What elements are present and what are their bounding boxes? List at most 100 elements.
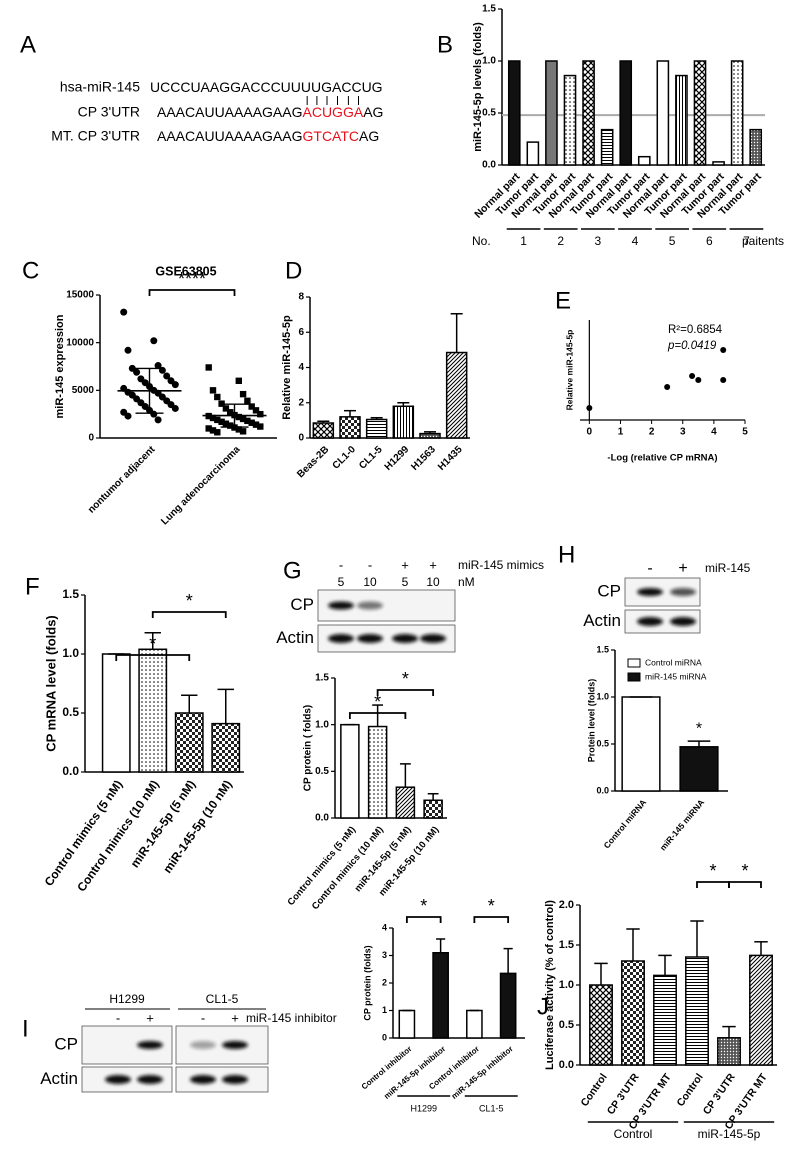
y-tick-label: 2.0 [559, 899, 574, 911]
y-tick-label: 0.5 [482, 108, 496, 119]
blot-header-label: miR-145 inhibitor [246, 1011, 337, 1025]
bar [526, 141, 540, 166]
significance-label: * [186, 591, 193, 611]
sequence-segment: AAACAUUAAAAGAAG [157, 128, 303, 144]
blot-band [328, 634, 354, 643]
data-point [120, 308, 128, 316]
x-tick-label: miR-145-5p inhibitor [450, 1044, 515, 1101]
y-tick-label: 15000 [66, 290, 94, 301]
y-tick-label: 0.0 [596, 785, 609, 795]
blot-header: + [678, 560, 687, 577]
data-point [124, 346, 132, 354]
cell-line-label: H1299 [109, 992, 145, 1006]
y-axis-label: Luciferase activity (% of control) [544, 900, 556, 1070]
bar [340, 723, 360, 819]
group-prefix: No. [472, 234, 491, 248]
data-point [252, 421, 260, 428]
blot-header: 5 [338, 575, 345, 589]
y-tick-label: 1.0 [482, 56, 496, 67]
blot-band [670, 617, 696, 626]
blot-band [222, 1075, 248, 1084]
bar [619, 60, 633, 166]
panel-letter: F [25, 573, 40, 600]
x-tick-label: miR-145-5p inhibitor [382, 1044, 447, 1101]
y-axis-label: miR-145 expression [54, 314, 66, 418]
x-tick-label: miR-145 miRNA [658, 797, 707, 852]
y-tick-label: 1.5 [482, 4, 496, 15]
data-point [214, 429, 221, 436]
blot-band [420, 634, 446, 643]
group-label: 5 [669, 234, 676, 248]
x-tick-label: H1435 [436, 444, 465, 473]
y-tick-label: 0 [88, 433, 94, 444]
sequence-segment: UCCCUAAGGACCCUUUUGACCUG [150, 79, 383, 95]
bar [445, 351, 468, 439]
data-point [664, 384, 671, 390]
panel-letter: A [20, 31, 36, 58]
group-label: 7 [743, 234, 750, 248]
bar [507, 60, 521, 166]
blot-row-label: CP [290, 595, 314, 614]
x-tick-label: miR-145-5p (10 nM) [160, 778, 235, 876]
panel-letter: E [555, 287, 571, 314]
y-tick-label: 1.0 [62, 646, 79, 660]
group-label: 3 [595, 234, 602, 248]
y-tick-label: 1.0 [596, 691, 609, 701]
data-point [235, 377, 242, 384]
significance-bracket [148, 289, 236, 296]
sequence-label: MT. CP 3'UTR [51, 128, 140, 144]
y-tick-label: 0.0 [315, 813, 329, 824]
significance-label: * [402, 669, 409, 689]
bar [545, 60, 558, 166]
x-tick-label: Control [578, 1071, 609, 1109]
x-tick-label: Beas-2B [295, 444, 331, 480]
y-axis-label: CP protein (folds) [362, 945, 372, 1020]
sequence-label: CP 3'UTR [78, 104, 140, 120]
x-tick-label: 0 [587, 427, 593, 438]
bar [365, 418, 388, 439]
data-point [239, 428, 247, 435]
significance-bracket [376, 689, 435, 696]
data-point [150, 337, 158, 345]
bar [432, 952, 449, 1039]
panel-letter: G [283, 557, 302, 584]
x-tick-label: miR-145-5p (5 nM) [128, 778, 199, 871]
sequence-segment: AG [363, 104, 383, 120]
significance-bracket [405, 916, 442, 923]
significance-bracket [728, 881, 762, 888]
bar [367, 725, 388, 819]
data-point [163, 372, 171, 380]
group-label: H1299 [410, 1103, 437, 1113]
data-point [171, 381, 179, 389]
y-tick-label: 1.5 [315, 673, 329, 684]
sequence: AAACAUUAAAAGAAGGTCATCAG [157, 128, 379, 144]
y-axis-label: Protein level (folds) [586, 679, 596, 763]
bar [656, 60, 670, 166]
blot-band [328, 601, 354, 610]
data-point [209, 387, 217, 394]
y-axis-label: Relative miR-145-5p [281, 315, 293, 420]
data-point [239, 390, 247, 398]
significance-label: * [420, 896, 427, 916]
data-point [720, 377, 727, 383]
significance-label: * [709, 861, 716, 881]
bar [730, 60, 744, 166]
y-tick-label: 1.0 [315, 719, 329, 730]
blot-row-label: Actin [40, 1069, 78, 1088]
annotation: p=0.0419 [667, 340, 717, 352]
group-label: miR-145-5p [698, 1127, 761, 1141]
data-point [209, 427, 217, 434]
panel-letter: I [22, 1015, 29, 1042]
panel-letter: B [437, 31, 453, 58]
group-label: 2 [557, 234, 564, 248]
bar [749, 954, 773, 1066]
y-tick-label: 0.0 [62, 764, 79, 778]
bar [685, 956, 709, 1066]
data-point [214, 416, 221, 424]
y-tick-label: 0.0 [559, 1059, 574, 1071]
data-point [244, 417, 251, 425]
y-tick-label: 3 [382, 950, 387, 960]
bar [466, 1009, 483, 1039]
data-point [150, 410, 158, 418]
data-point [239, 415, 247, 423]
